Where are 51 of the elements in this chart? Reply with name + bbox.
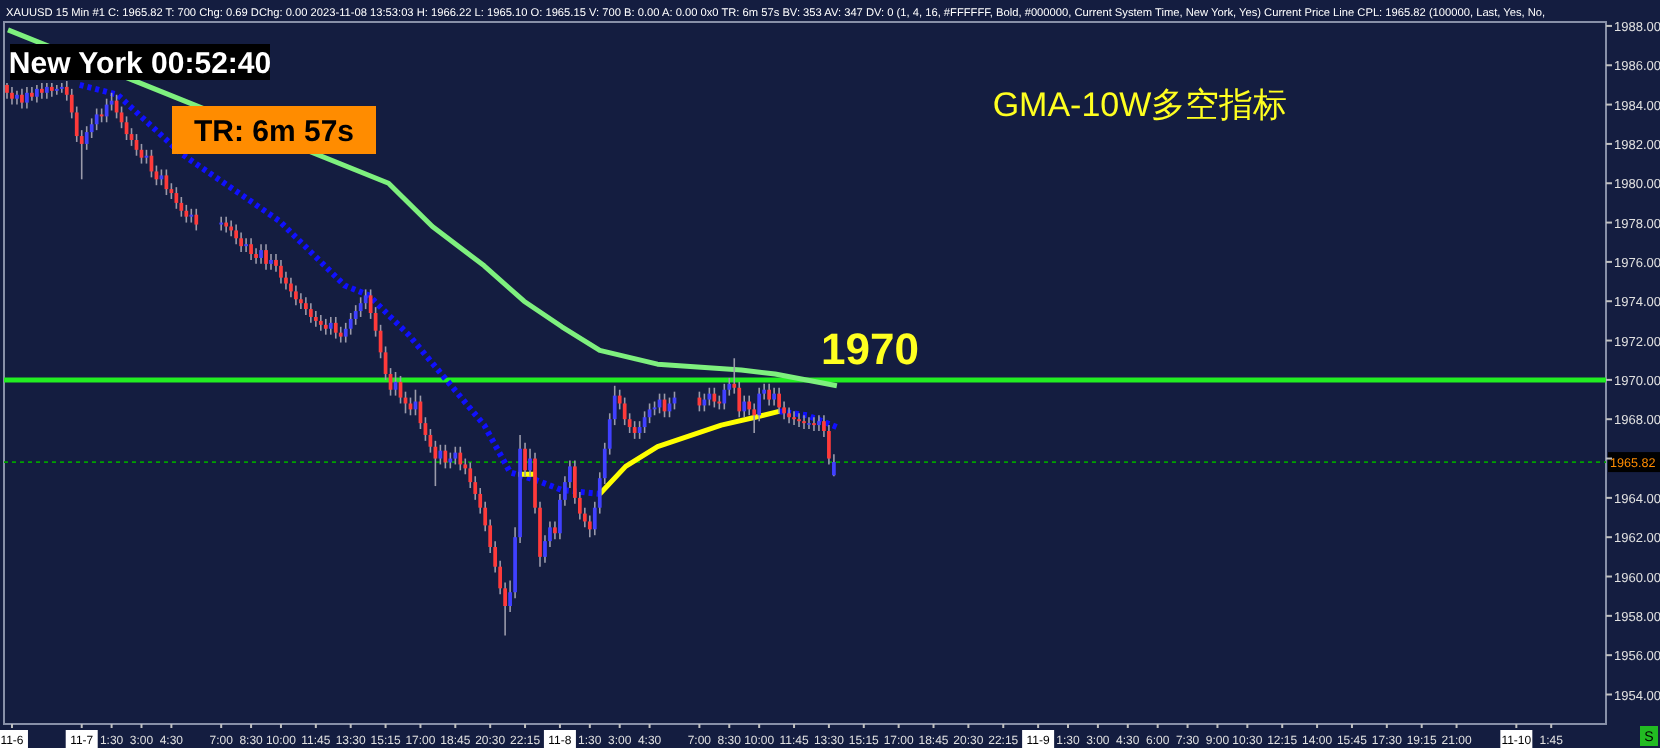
candlestick [15,90,19,106]
candlestick [787,406,791,424]
annotation: TR: 6m 57s [193,114,355,149]
candlestick [817,414,821,432]
candlestick [722,383,727,411]
candlestick [807,416,811,430]
candlestick [308,302,313,324]
candlestick [289,276,293,299]
candlestick [313,310,318,328]
candlestick [279,259,283,285]
candlestick [239,231,243,253]
candlestick [54,84,59,96]
candlestick [812,416,816,432]
candlestick [358,296,363,318]
annotation: New York 00:52:40 [8,46,272,81]
candlestick [30,86,34,102]
candlestick [338,325,343,344]
candlestick [318,314,323,332]
candlestick [323,318,328,336]
candlestick [234,223,238,245]
candlestick [777,386,781,415]
candlestick [792,410,796,426]
candlestick [259,243,263,265]
candlestick [333,316,338,340]
candlestick [39,82,44,100]
candlestick [797,412,801,428]
candlestick [458,445,463,472]
candlestick [189,208,194,224]
candlestick [264,243,268,271]
candlestick [348,312,353,336]
candlestick [294,284,298,306]
candlestick [25,86,29,110]
candlestick [363,288,368,310]
candlestick [438,443,443,466]
candlestick [194,208,199,232]
candlestick [712,386,717,409]
candlestick [244,237,248,253]
candlestick [249,237,253,261]
text: GMA-10W多空指标 [992,86,1288,124]
candlestick [59,82,64,94]
candlestick [622,396,627,426]
candlestick [174,186,179,210]
candlestick [802,414,806,430]
candlestick [219,215,224,232]
candlestick [299,292,303,310]
candlestick [94,107,99,131]
candlestick [767,383,771,407]
candlestick [443,443,448,470]
ref-line-label: 1970 [821,323,919,374]
candlestick [20,88,24,110]
candlestick [49,82,54,98]
